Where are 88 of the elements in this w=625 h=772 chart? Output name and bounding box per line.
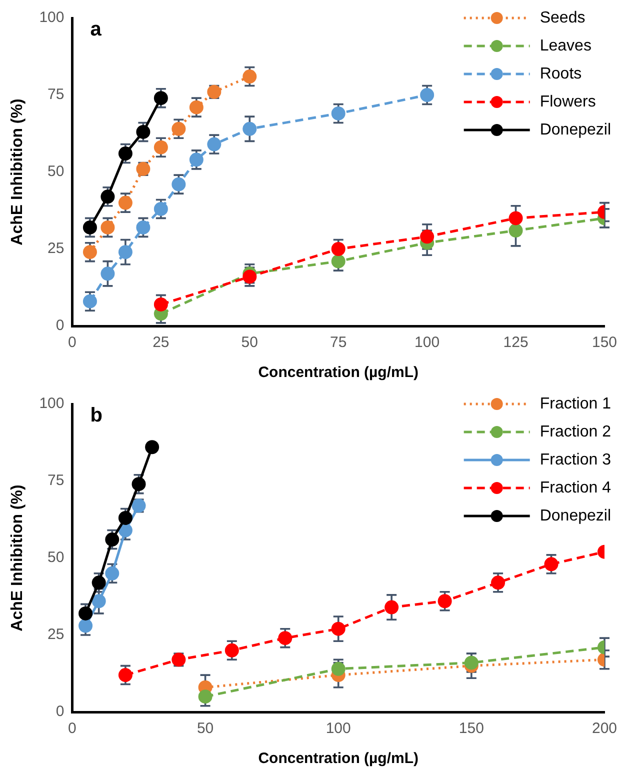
point — [78, 606, 93, 620]
point — [100, 190, 115, 204]
y-axis-title: AchE Inhibition (%) — [9, 98, 26, 246]
point — [82, 220, 97, 234]
y-tick-label: 75 — [48, 472, 64, 490]
point — [198, 690, 212, 704]
legend-label: Roots — [540, 65, 582, 82]
legend-label: Fraction 3 — [540, 451, 612, 468]
y-tick-label: 0 — [56, 317, 64, 334]
point — [118, 196, 132, 210]
x-tick-label: 100 — [326, 720, 351, 738]
x-tick-label: 125 — [503, 334, 528, 352]
point — [92, 594, 106, 608]
point — [420, 88, 434, 102]
point — [105, 566, 120, 580]
point — [154, 202, 168, 216]
y-tick-label: 100 — [39, 395, 64, 412]
x-tick-label: 75 — [330, 334, 347, 352]
y-tick-label: 25 — [48, 240, 64, 258]
point — [100, 266, 115, 281]
point — [544, 557, 558, 572]
point — [278, 631, 292, 646]
chart-title: a — [90, 18, 102, 41]
legend-label: Fraction 1 — [540, 395, 612, 412]
point — [508, 224, 523, 238]
point — [438, 594, 452, 608]
point — [118, 668, 132, 682]
point — [105, 532, 120, 547]
point — [145, 440, 160, 454]
y-tick-label: 25 — [48, 626, 64, 644]
point — [331, 622, 346, 636]
point — [154, 297, 168, 312]
point — [508, 211, 523, 226]
point — [172, 122, 186, 136]
y-tick-label: 50 — [48, 549, 64, 566]
legend-label: Leaves — [540, 37, 592, 54]
point — [118, 510, 132, 525]
point — [92, 576, 106, 590]
point — [118, 146, 132, 161]
x-tick-label: 100 — [414, 334, 440, 352]
legend-label: Fraction 4 — [540, 479, 612, 496]
y-tick-label: 100 — [39, 9, 64, 26]
y-axis-title: AchE Inhibition (%) — [9, 484, 26, 632]
point — [491, 576, 506, 590]
point — [242, 270, 257, 284]
point — [118, 245, 132, 260]
point — [82, 294, 97, 308]
point — [331, 254, 346, 268]
point — [420, 230, 434, 244]
point — [78, 618, 93, 633]
x-tick-label: 0 — [68, 720, 76, 738]
point — [189, 100, 204, 114]
point — [384, 600, 399, 614]
point — [82, 245, 97, 260]
point — [464, 656, 478, 670]
legend-label: Donepezil — [540, 121, 611, 138]
point — [136, 220, 150, 234]
point — [242, 122, 257, 136]
chart-title: b — [90, 404, 102, 427]
point — [172, 177, 186, 192]
point — [331, 106, 346, 120]
x-tick-label: 0 — [68, 334, 76, 352]
x-tick-label: 50 — [241, 334, 258, 352]
point — [132, 477, 146, 492]
point — [154, 140, 168, 154]
point — [224, 643, 239, 658]
x-tick-label: 25 — [152, 334, 170, 352]
y-tick-label: 75 — [48, 86, 64, 104]
legend-label: Fraction 2 — [540, 423, 612, 440]
x-tick-label: 50 — [196, 720, 214, 738]
x-tick-label: 150 — [458, 720, 484, 738]
x-tick-label: 200 — [592, 720, 617, 738]
legend-label: Donepezil — [540, 507, 611, 524]
point — [331, 662, 346, 676]
point — [242, 70, 257, 84]
legend-label: Seeds — [540, 9, 586, 26]
point — [189, 152, 204, 167]
y-tick-label: 0 — [56, 703, 64, 720]
point — [154, 91, 168, 106]
x-tick-label: 150 — [592, 334, 617, 352]
point — [136, 124, 150, 139]
legend-label: Flowers — [540, 93, 596, 110]
x-axis-title: Concentration (µg/mL) — [258, 750, 419, 768]
y-tick-label: 50 — [48, 163, 64, 180]
point — [100, 220, 115, 234]
point — [331, 242, 346, 256]
x-axis-title: Concentration (µg/mL) — [258, 364, 419, 382]
point — [207, 137, 222, 152]
